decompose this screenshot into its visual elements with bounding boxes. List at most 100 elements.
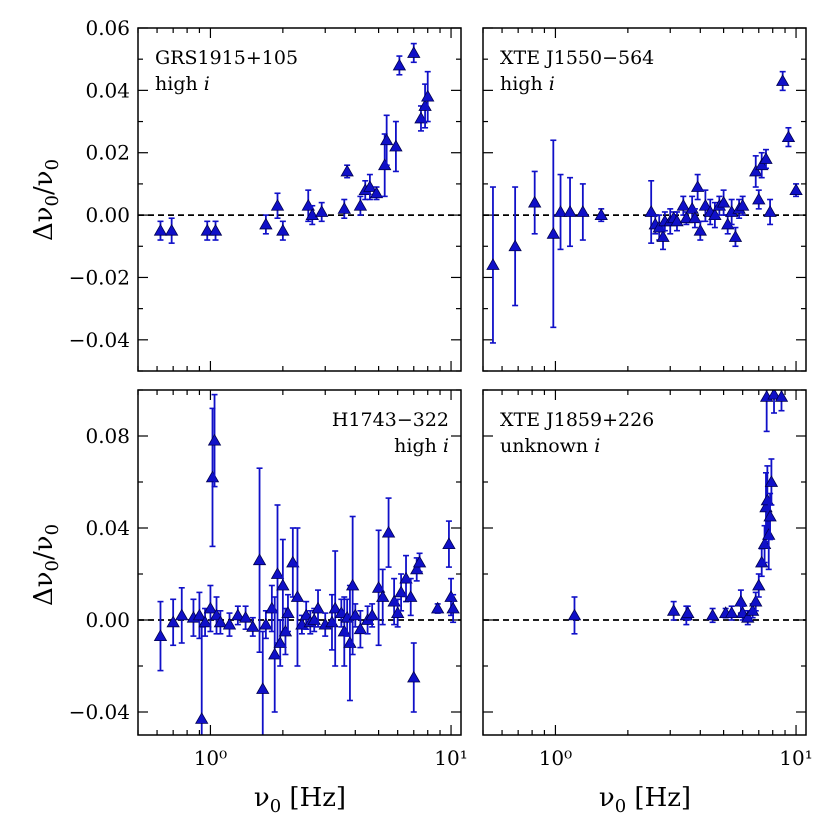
data-series (153, 42, 435, 244)
data-point (749, 594, 763, 607)
source-name: XTE J1550−564 (500, 47, 654, 69)
data-point (757, 537, 772, 549)
inclination-text: high (500, 73, 549, 95)
y-tick-label: 0.00 (85, 203, 130, 227)
y-tick-label: 0.04 (85, 516, 130, 540)
data-point (421, 89, 435, 102)
data-point (166, 615, 180, 628)
x-ticks (482, 390, 797, 735)
data-point (759, 152, 773, 164)
data-point (752, 578, 766, 591)
data-point (314, 205, 329, 217)
panel-xtej1550: XTE J1550−564 high i (482, 27, 807, 372)
data-point (299, 608, 313, 621)
data-point (546, 226, 561, 239)
data-point (775, 74, 790, 86)
data-point (567, 608, 582, 621)
x-axis-label-right: ν0 [Hz] (599, 783, 691, 817)
inclination-label: high i (500, 73, 555, 95)
data-point (175, 608, 189, 621)
source-name: GRS1915+105 (155, 47, 298, 69)
y-tick-label: −0.04 (69, 700, 130, 724)
data-point (273, 636, 287, 648)
plot-frame (137, 389, 462, 736)
inclination-label: unknown i (500, 435, 600, 457)
y-tick-label: 0.06 (85, 16, 130, 40)
data-point (153, 223, 168, 236)
source-name: XTE J1859+226 (500, 409, 654, 431)
data-point (238, 610, 253, 623)
data-point (698, 198, 713, 211)
data-point (270, 567, 285, 579)
data-point (198, 615, 212, 628)
data-point (394, 585, 408, 598)
inclination-symbol: i (549, 73, 555, 95)
data-point (666, 603, 681, 616)
data-point (281, 606, 295, 618)
data-point (767, 390, 781, 400)
x-axis-label-left: ν0 [Hz] (254, 783, 346, 817)
data-point (340, 164, 354, 177)
data-point (259, 617, 273, 630)
data-point (231, 608, 245, 621)
x-ticks (482, 28, 797, 371)
plot-frame (482, 389, 807, 736)
y-tick-label: 0.02 (85, 141, 130, 165)
data-point (389, 139, 403, 152)
data-point (749, 164, 763, 177)
data-point (442, 537, 456, 549)
data-point (369, 186, 384, 199)
data-point (407, 670, 421, 683)
data-point (755, 158, 769, 171)
data-point (392, 58, 407, 71)
data-point (345, 578, 360, 591)
data-point (690, 180, 705, 192)
x-tick-label: 10¹ (434, 746, 467, 770)
data-point (252, 553, 267, 566)
data-point (444, 590, 458, 602)
data-point (553, 205, 568, 217)
data-point (764, 475, 779, 487)
data-point (508, 239, 522, 252)
source-name: H1743−322 (332, 409, 449, 431)
data-point (222, 617, 237, 630)
data-point (268, 647, 282, 660)
data-point (676, 198, 690, 211)
data-series (153, 393, 460, 735)
panel-grs1915: 0.06 0.04 0.02 0.00 −0.02 −0.04 GRS1915+105 hig… (69, 16, 462, 372)
x-tick-label: 10⁰ (194, 746, 227, 770)
y-tick-label: 0.04 (85, 78, 130, 102)
data-point (735, 198, 750, 211)
data-point (213, 615, 228, 628)
data-point (337, 202, 351, 214)
data-point (728, 230, 743, 242)
inclination-label: high i (394, 435, 449, 457)
x-tick-label: 10⁰ (539, 746, 572, 770)
data-point (563, 205, 577, 217)
data-point (430, 601, 445, 614)
inclination-symbol: i (594, 435, 600, 457)
data-point (688, 211, 702, 224)
data-point (412, 555, 427, 568)
data-point (379, 133, 394, 146)
plot-frame (482, 27, 807, 372)
y-tick-label: 0.08 (85, 424, 130, 448)
data-point (259, 217, 273, 230)
data-point (192, 608, 207, 621)
data-point (365, 608, 379, 621)
data-point (763, 509, 777, 522)
data-point (270, 198, 285, 211)
data-point (656, 230, 670, 242)
data-point (644, 205, 658, 217)
data-point (203, 601, 218, 614)
data-point (789, 183, 803, 196)
data-point (752, 192, 766, 205)
panel-h1743: 0.08 0.04 0.00 −0.04 10⁰ 10¹ H1743−322 high i (69, 389, 468, 770)
data-point (763, 205, 777, 217)
data-point (404, 590, 418, 602)
data-point (679, 211, 694, 224)
inclination-text: high (394, 435, 443, 457)
data-point (407, 46, 421, 58)
data-point (276, 223, 290, 236)
